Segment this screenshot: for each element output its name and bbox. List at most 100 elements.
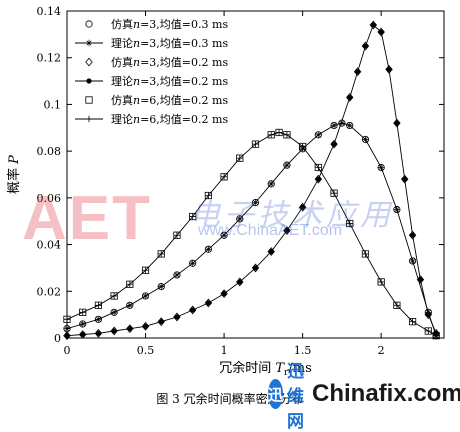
- plot-area: 0 0.5 1 1.5 2 0 0.02 0.04 0.06 0.08 0.1 0.12 0.14 冗余时…: [6, 5, 445, 378]
- data-point: [283, 131, 291, 139]
- data-point: [252, 265, 259, 271]
- y-tick-label: 0.14: [37, 5, 62, 18]
- data-point: [189, 212, 197, 221]
- data-point: [330, 122, 338, 129]
- data-point: [424, 327, 432, 335]
- data-point: [393, 302, 401, 309]
- data-point: [267, 180, 275, 188]
- data-point: [370, 22, 376, 28]
- data-point: [378, 29, 384, 35]
- data-point: [377, 27, 385, 37]
- data-point: [237, 279, 243, 285]
- legend-marker: [85, 39, 93, 47]
- data-point: [284, 227, 290, 234]
- data-point: [346, 122, 353, 129]
- legend-label: 理论n=3,均值=0.3 ms: [111, 36, 228, 50]
- data-point: [142, 267, 149, 274]
- data-point: [204, 245, 212, 253]
- y-tick-label: 0.06: [37, 192, 62, 205]
- data-point: [393, 301, 401, 309]
- series-line: [66, 132, 437, 337]
- data-point: [268, 180, 275, 188]
- figure-caption: 图 3 冗余时间概率密度分布: [156, 392, 304, 406]
- legend-label: 仿真n=3,均值=0.3 ms: [111, 17, 228, 31]
- data-point: [315, 164, 322, 171]
- data-point: [141, 292, 150, 300]
- data-point: [393, 118, 401, 128]
- y-tick-label: 0.08: [37, 145, 62, 158]
- brand-name-en: Chinafix.com: [312, 380, 460, 407]
- y-tick-label: 0.04: [37, 239, 62, 252]
- watermark-url-text: www.ChinaAET.com: [198, 222, 343, 239]
- data-point: [386, 66, 392, 73]
- data-point: [158, 319, 164, 325]
- data-point: [220, 232, 228, 239]
- data-point: [63, 316, 71, 323]
- y-tick-label: 0: [54, 332, 61, 345]
- data-point: [275, 129, 283, 136]
- chinafix-brand-badge[interactable]: 迅 迅维网 Chinafix.com: [268, 362, 460, 432]
- data-point: [417, 276, 424, 283]
- data-point: [283, 226, 291, 235]
- legend-label: 仿真n=3,均值=0.2 ms: [111, 55, 228, 69]
- data-point: [110, 292, 118, 300]
- data-point: [314, 174, 323, 184]
- brand-name-cn: 迅维网: [287, 361, 305, 432]
- data-point: [236, 154, 244, 162]
- x-tick-label: 1: [221, 344, 228, 357]
- legend-marker: [85, 20, 93, 28]
- data-point: [346, 220, 353, 227]
- data-point: [126, 280, 134, 288]
- data-point: [252, 140, 259, 148]
- series-square: [63, 128, 440, 340]
- x-axis-label: 冗余时间 Tr/ms: [219, 360, 312, 378]
- data-point: [394, 120, 400, 126]
- data-point: [377, 278, 385, 286]
- series-plus: [63, 129, 440, 339]
- data-point: [63, 331, 71, 341]
- data-point: [251, 140, 260, 148]
- data-point: [110, 326, 118, 336]
- data-point: [314, 163, 322, 172]
- data-point: [142, 292, 149, 300]
- data-point: [204, 191, 212, 200]
- data-point: [173, 271, 181, 279]
- data-point: [251, 198, 260, 207]
- data-point: [330, 139, 338, 149]
- data-point: [408, 257, 417, 265]
- data-point: [157, 317, 165, 327]
- data-point: [283, 131, 291, 138]
- data-point: [126, 302, 134, 309]
- watermark-cn-text: 电子技术应用: [190, 198, 394, 233]
- data-point: [78, 330, 87, 339]
- data-point: [142, 323, 149, 329]
- data-point: [158, 250, 165, 258]
- legend-label: 仿真n=6,均值=0.2 ms: [111, 93, 228, 107]
- data-point: [346, 219, 354, 228]
- data-point: [346, 93, 354, 102]
- data-point: [220, 173, 228, 181]
- data-point: [95, 330, 102, 336]
- data-point: [173, 232, 181, 239]
- data-point: [330, 189, 338, 197]
- data-point: [173, 312, 181, 322]
- legend-entry: 理论n=3,均值=0.2 ms: [75, 74, 228, 88]
- data-point: [94, 315, 103, 323]
- data-point: [299, 204, 306, 210]
- y-tick-label: 0.1: [44, 98, 62, 111]
- data-point: [377, 278, 385, 286]
- data-point: [346, 121, 354, 130]
- data-point: [220, 173, 228, 181]
- data-point: [157, 283, 165, 291]
- data-point: [408, 318, 417, 326]
- y-tick-label: 0.02: [37, 285, 62, 298]
- data-point: [377, 163, 385, 172]
- y-tick-label: 0.12: [37, 52, 62, 65]
- data-point: [401, 174, 409, 184]
- data-point: [220, 289, 228, 299]
- x-tick-label: 1.5: [294, 344, 312, 357]
- series-line: [66, 24, 437, 337]
- data-point: [204, 298, 213, 308]
- data-point: [174, 314, 180, 320]
- data-point: [221, 290, 227, 297]
